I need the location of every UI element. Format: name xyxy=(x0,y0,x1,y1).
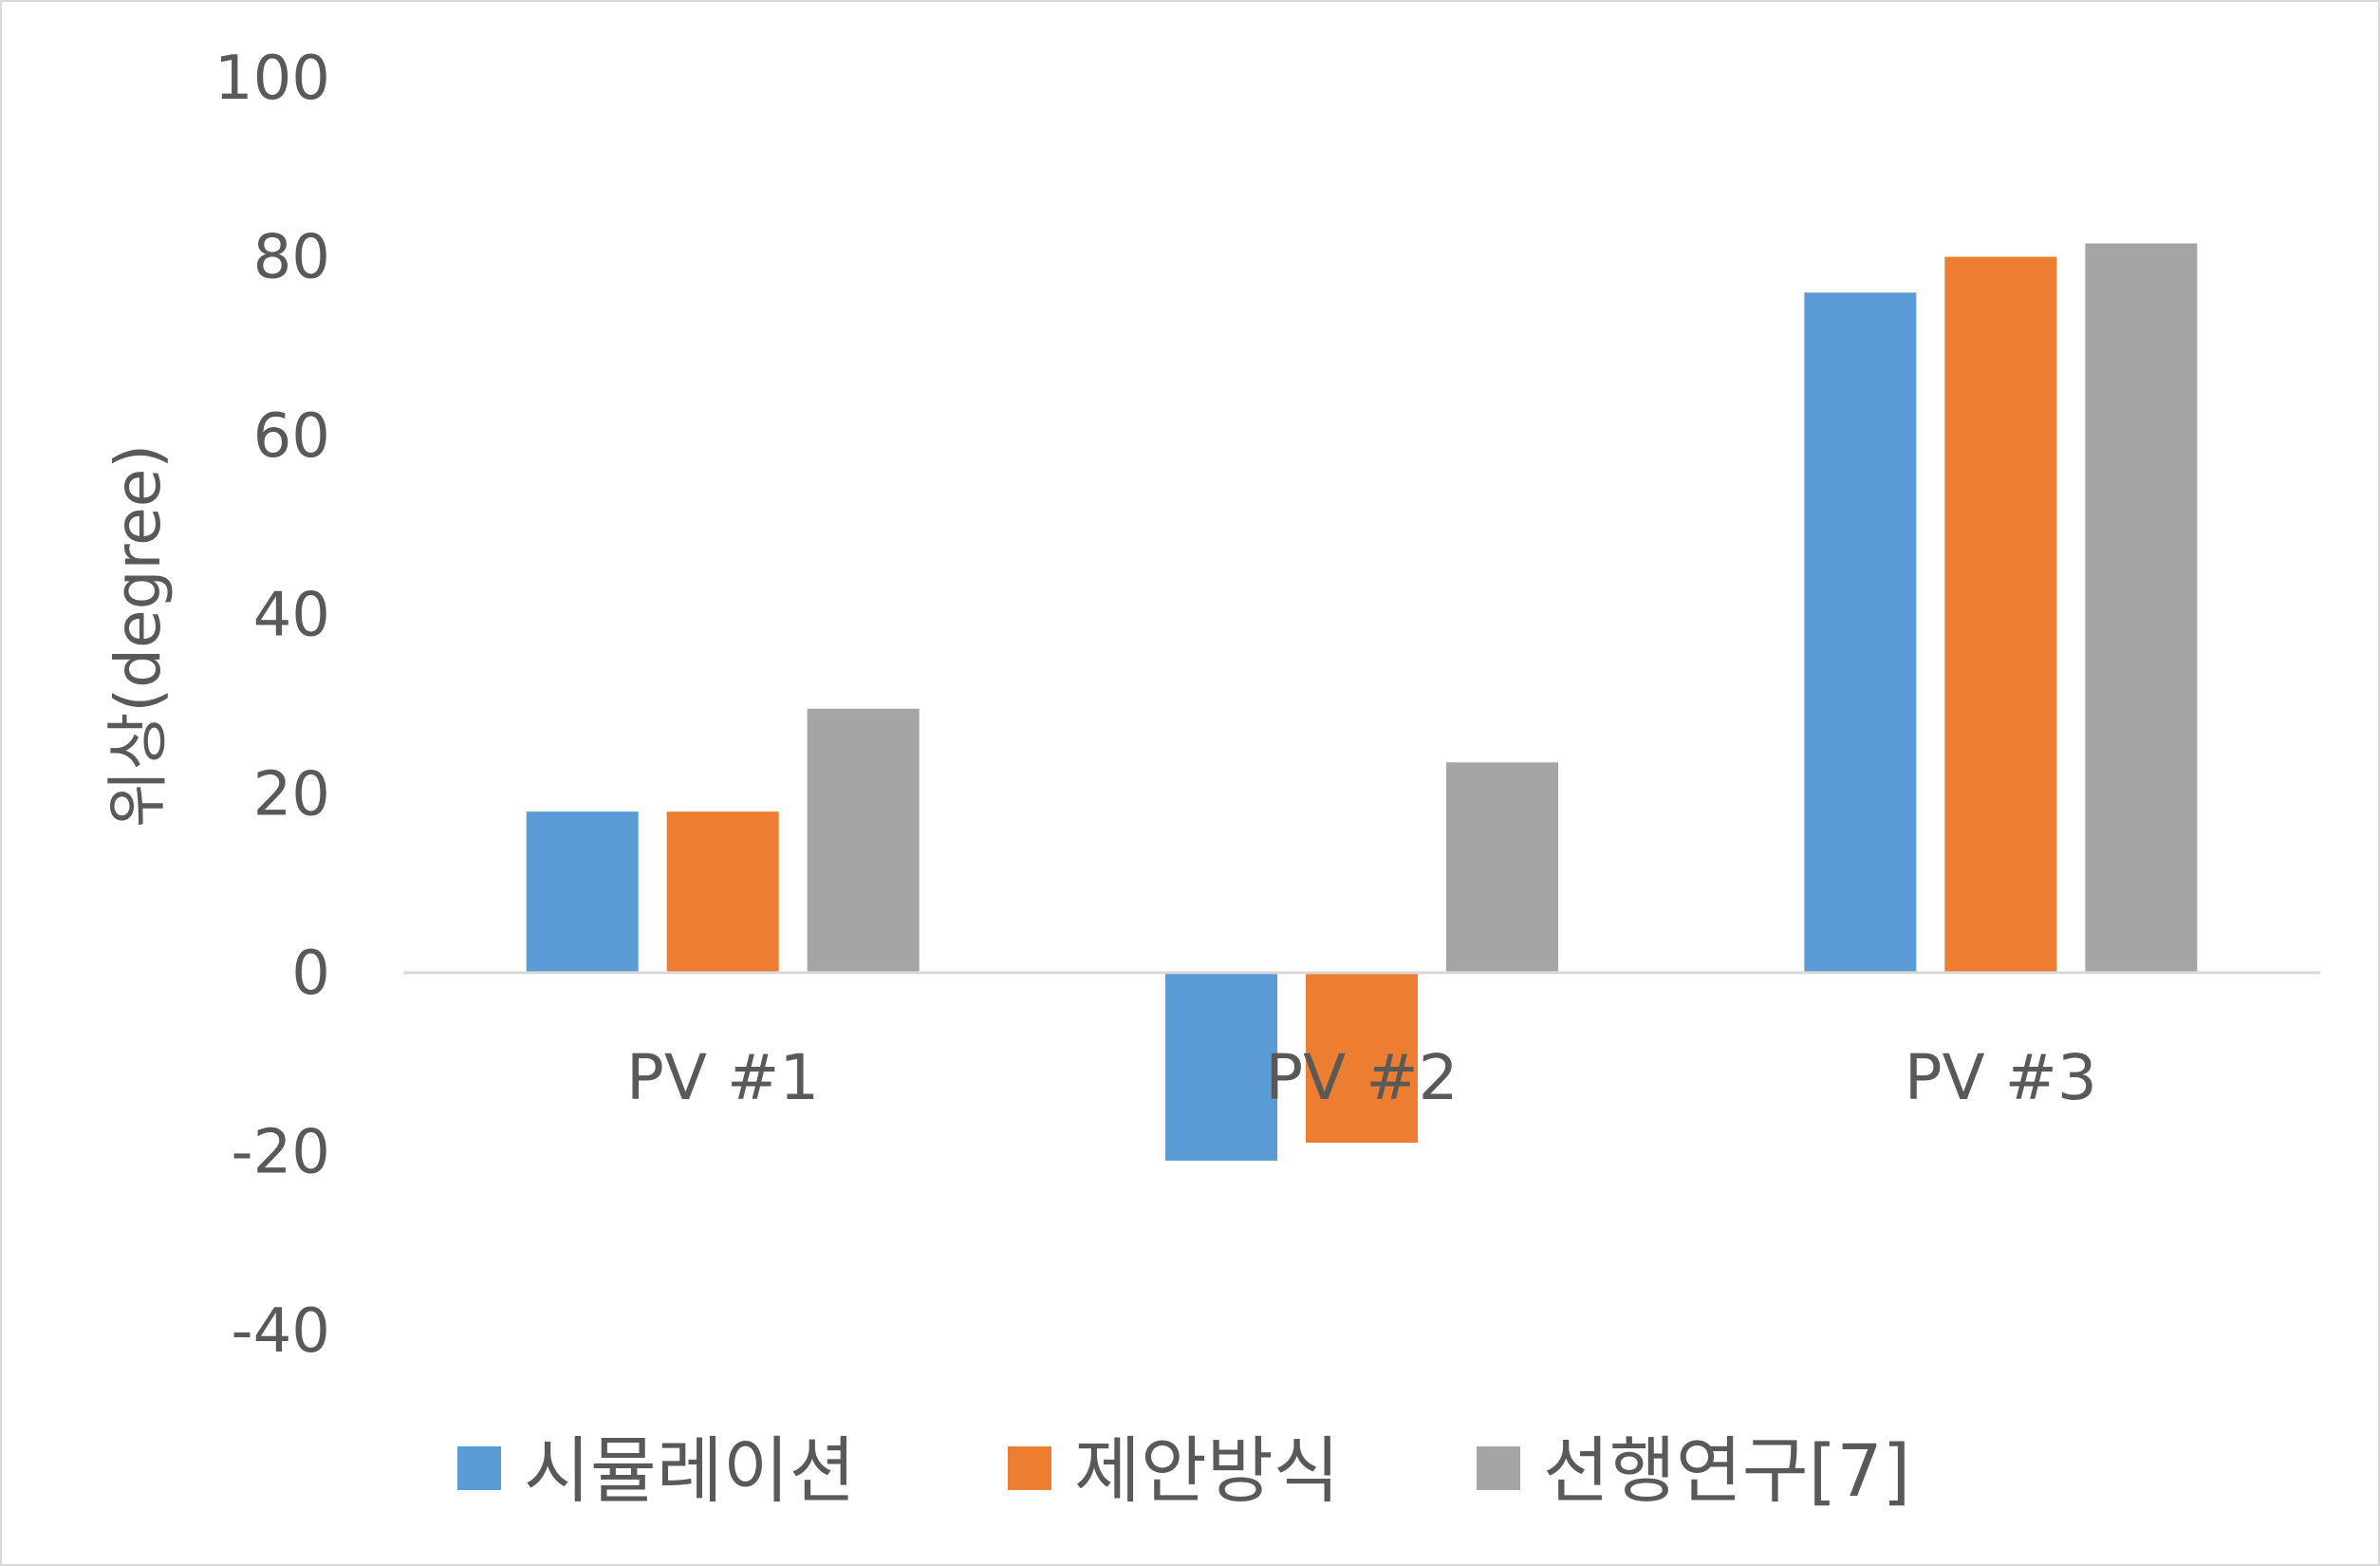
y-tick-labels: -40 -20 0 20 40 60 80 100 xyxy=(214,44,330,1367)
bar xyxy=(1804,292,1917,973)
category-labels: PV #1 PV #2 PV #3 xyxy=(626,1041,2097,1114)
y-tick-label: 60 xyxy=(253,401,330,472)
bars xyxy=(526,243,2198,1161)
bar xyxy=(1944,256,2057,973)
y-tick-label: 80 xyxy=(253,223,330,293)
y-axis-title-group: 위상(degree) xyxy=(102,444,175,828)
legend-swatch xyxy=(457,1446,501,1490)
category-label: PV #3 xyxy=(1905,1041,2097,1114)
legend-swatch xyxy=(1477,1446,1520,1490)
y-tick-label: -20 xyxy=(231,1117,330,1187)
category-label: PV #1 xyxy=(626,1041,819,1114)
bar xyxy=(666,811,779,973)
category-label: PV #2 xyxy=(1265,1041,1458,1114)
bar xyxy=(807,708,920,973)
legend-label: 시뮬레이션 xyxy=(524,1428,856,1513)
bar xyxy=(1165,972,1277,1161)
legend: 시뮬레이션 제안방식 선행연구[7] xyxy=(457,1428,1910,1513)
legend-label: 선행연구[7] xyxy=(1543,1428,1910,1513)
y-tick-label: 20 xyxy=(253,759,330,830)
bar xyxy=(2085,243,2198,973)
legend-swatch xyxy=(1008,1446,1051,1490)
legend-label: 제안방식 xyxy=(1074,1428,1340,1513)
y-tick-label: 0 xyxy=(291,939,330,1009)
y-tick-label: 100 xyxy=(214,44,330,114)
bar xyxy=(1306,972,1418,1143)
y-tick-label: -40 xyxy=(231,1296,330,1367)
bar xyxy=(1446,762,1558,973)
y-axis-label: 위상(degree) xyxy=(102,444,175,828)
y-tick-label: 40 xyxy=(253,581,330,651)
bar xyxy=(526,811,639,973)
